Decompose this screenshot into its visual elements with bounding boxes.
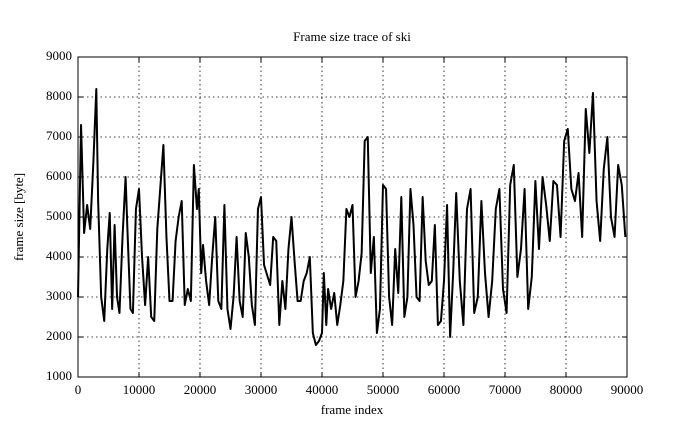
y-tick-label: 7000 [46, 128, 72, 143]
x-tick-label: 60000 [428, 382, 461, 397]
data-line [77, 88, 627, 346]
chart-title: Frame size trace of ski [293, 29, 411, 44]
y-tick-label: 8000 [46, 88, 72, 103]
x-tick-label: 50000 [367, 382, 400, 397]
y-tick-label: 6000 [46, 168, 72, 183]
x-tick-label: 10000 [123, 382, 156, 397]
x-tick-label: 0 [75, 382, 82, 397]
x-tick-label: 30000 [245, 382, 278, 397]
x-tick-label: 40000 [306, 382, 339, 397]
x-tick-label: 90000 [611, 382, 644, 397]
y-tick-label: 1000 [46, 368, 72, 383]
plot-frame [77, 56, 628, 378]
x-tick-label: 20000 [184, 382, 217, 397]
y-tick-label: 3000 [46, 288, 72, 303]
x-tick-label: 70000 [489, 382, 522, 397]
y-tick-label: 9000 [46, 48, 72, 63]
x-axis-label: frame index [321, 402, 384, 417]
x-tick-label: 80000 [550, 382, 583, 397]
y-axis-label: frame size [byte] [11, 173, 26, 261]
y-tick-label: 4000 [46, 248, 72, 263]
y-tick-label: 5000 [46, 208, 72, 223]
y-tick-label: 2000 [46, 328, 72, 343]
